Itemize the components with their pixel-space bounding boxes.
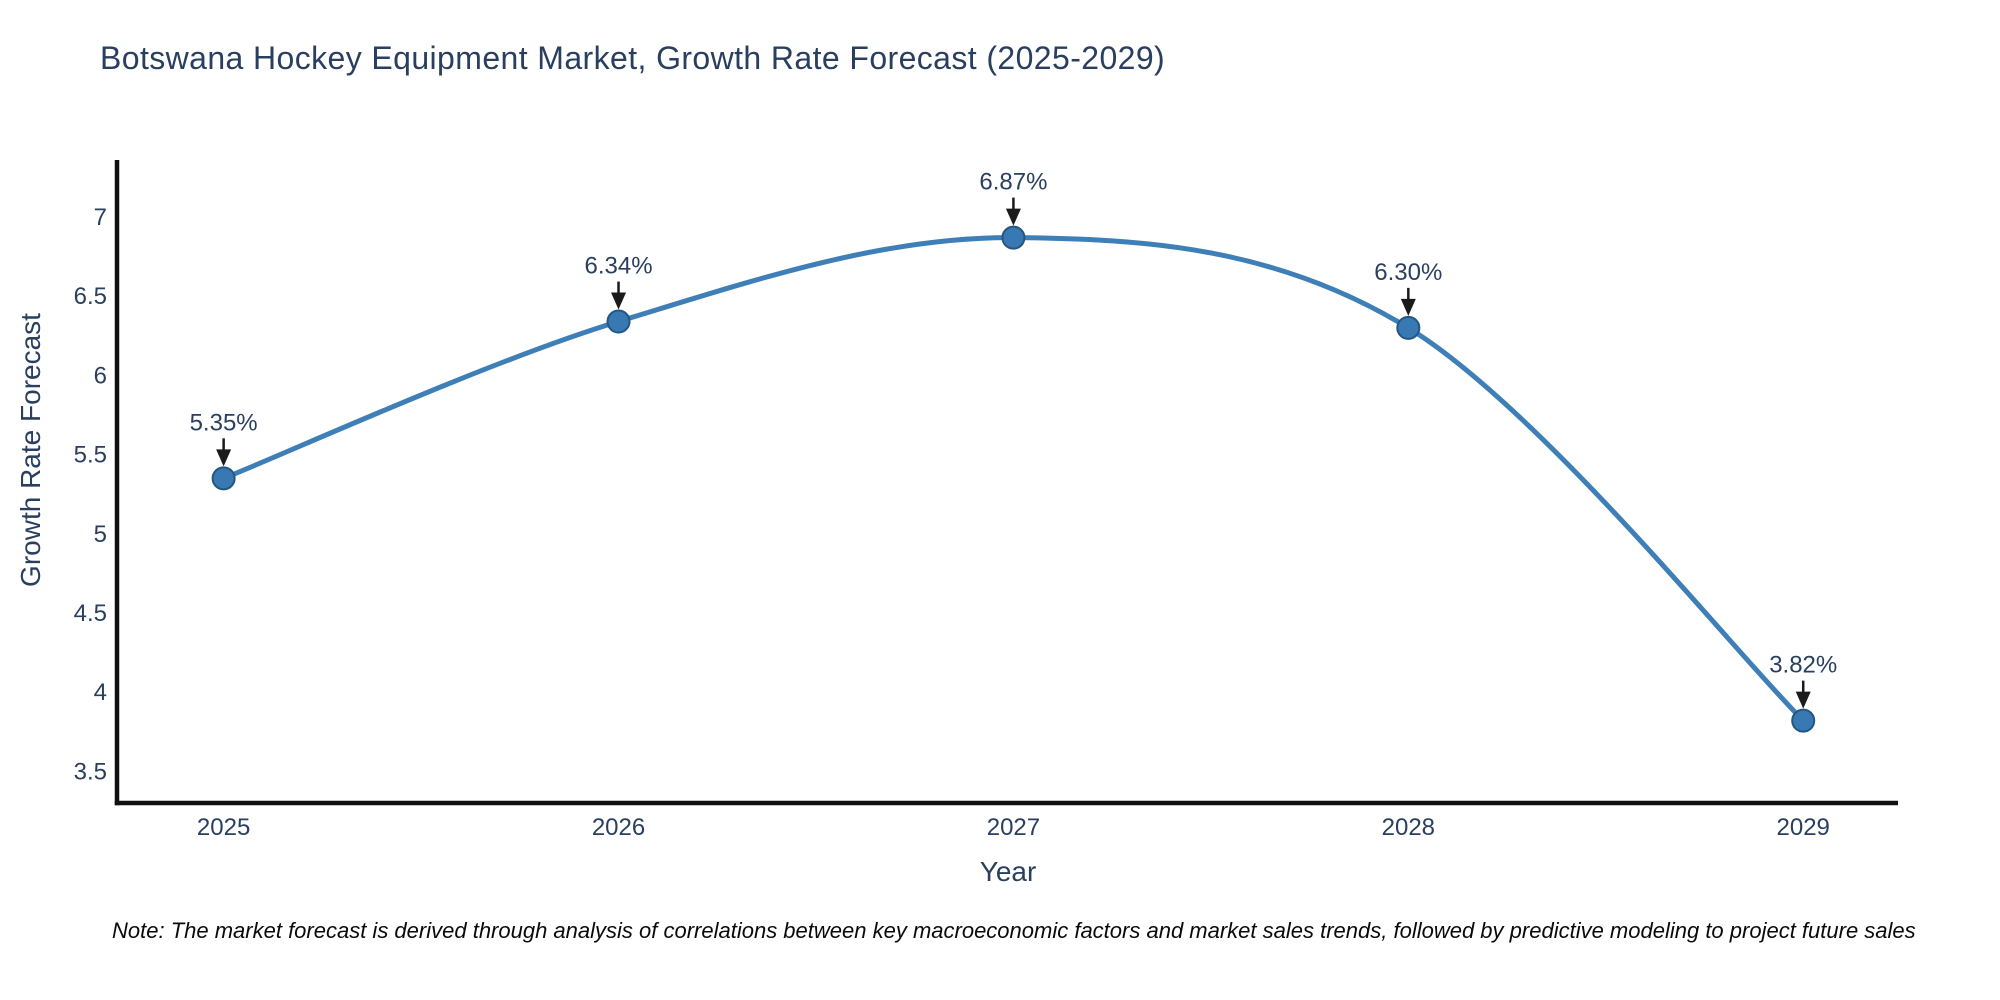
annotation-arrowhead-icon [1795,691,1811,709]
y-tick-label: 7 [94,204,107,231]
point-label: 5.35% [190,409,258,436]
point-label: 3.82% [1769,652,1837,679]
x-tick-label: 2025 [197,814,250,841]
x-tick-label: 2027 [987,814,1040,841]
data-point-2029[interactable] [1791,708,1816,733]
footnote: Note: The market forecast is derived thr… [112,918,1916,943]
data-point-2025[interactable] [211,466,236,491]
annotation-arrowhead-icon [1005,208,1021,226]
annotation-arrowhead-icon [1400,298,1416,316]
y-tick-label: 4 [94,679,107,706]
y-tick-label: 5 [94,521,107,548]
x-tick-label: 2029 [1777,814,1830,841]
data-point-2026[interactable] [606,309,631,334]
x-axis-title: Year [979,856,1037,887]
y-tick-label: 6.5 [74,283,107,310]
y-tick-label: 3.5 [74,758,107,785]
y-tick-label: 4.5 [74,600,107,627]
x-tick-label: 2028 [1382,814,1435,841]
point-label: 6.34% [584,253,652,280]
trace-line [221,235,1806,724]
chart-title: Botswana Hockey Equipment Market, Growth… [100,40,1166,76]
point-label: 6.87% [979,169,1047,196]
data-point-2027[interactable] [1001,225,1026,250]
point-label: 6.30% [1374,259,1442,286]
annotation-arrowhead-icon [611,292,627,310]
y-tick-label: 5.5 [74,442,107,469]
x-tick-label: 2026 [592,814,645,841]
annotation-arrowhead-icon [216,449,232,467]
data-point-2028[interactable] [1396,315,1421,340]
y-tick-label: 6 [94,362,107,389]
